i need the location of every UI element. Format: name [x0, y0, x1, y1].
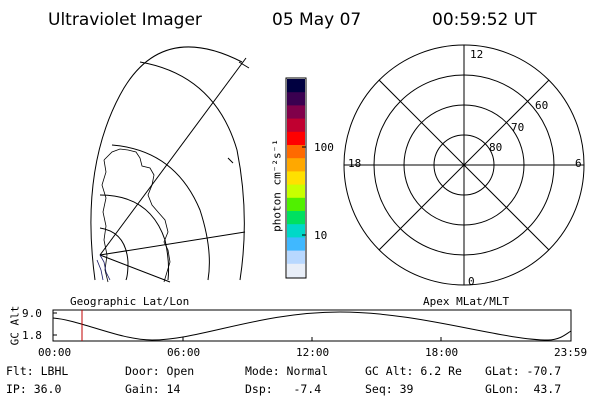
mode-value: Mode: Normal — [245, 364, 329, 378]
colorbar-band — [287, 158, 305, 172]
altitude-plot-frame — [52, 309, 572, 342]
dsp-value: Dsp: -7.4 — [245, 382, 322, 396]
ip-value: IP: 36.0 — [6, 382, 62, 396]
gc-alt-value: GC Alt: 6.2 Re — [365, 364, 462, 378]
colorbar-band — [287, 171, 305, 186]
geographic-label: Geographic Lat/Lon — [70, 295, 190, 308]
time-label: 00:59:52 UT — [432, 10, 537, 30]
polar-dial — [343, 44, 585, 286]
glat-value: GLat: -70.7 — [485, 364, 562, 378]
mlt-label-18: 18 — [348, 157, 362, 170]
colorbar-band — [287, 79, 305, 93]
colorbar-unit-label: photon cm⁻²s⁻¹ — [270, 139, 284, 232]
geographic-projection — [90, 46, 250, 283]
glon-value: GLon: 43.7 — [485, 382, 562, 396]
colorbar-tick-label-10: 10 — [314, 229, 328, 242]
meridian-tick — [227, 61, 250, 164]
colorbar-band — [287, 105, 305, 120]
colorbar-band — [287, 145, 305, 159]
meridian-3 — [99, 254, 171, 283]
altitude-xtick-label-1800: 18:00 — [425, 346, 459, 359]
lat-label-60: 60 — [535, 99, 549, 112]
mlt-label-12: 12 — [470, 48, 484, 61]
altitude-xtick-label-0000: 00:00 — [38, 346, 72, 359]
lat-circle-4 — [99, 194, 170, 281]
colorbar-band — [287, 197, 305, 212]
colorbar-band — [287, 184, 305, 199]
coastline-antarctica — [101, 148, 171, 283]
apex-label: Apex MLat/MLT — [423, 295, 510, 308]
gain-value: Gain: 14 — [125, 382, 181, 396]
colorbar-band — [287, 224, 305, 238]
meridian-1 — [99, 57, 247, 256]
meridian-2 — [99, 231, 246, 256]
filter-value: Flt: LBHL — [6, 364, 69, 378]
lat-circle-3 — [111, 144, 210, 281]
polar-meridian-diag-2 — [378, 79, 550, 251]
colorbar-bands — [287, 79, 305, 278]
colorbar-band — [287, 250, 305, 265]
altitude-ylabel: GC Alt — [8, 305, 22, 346]
coastline-detail — [96, 254, 111, 281]
colorbar-band — [287, 131, 305, 146]
altitude-curve — [52, 311, 572, 341]
instrument-title: Ultraviolet Imager — [48, 10, 202, 30]
altitude-ytick-label-1.8: 1.8 — [22, 329, 42, 342]
colorbar-band — [287, 211, 305, 225]
mlt-label-0: 0 — [468, 275, 475, 288]
colorbar-tick-label-100: 100 — [314, 141, 334, 154]
altitude-xtick-label-0600: 06:00 — [167, 346, 201, 359]
door-value: Door: Open — [125, 364, 195, 378]
lat-label-80: 80 — [489, 141, 503, 154]
altitude-plot — [52, 309, 572, 342]
mlt-label-6: 6 — [575, 157, 582, 170]
lat-circle-outer — [90, 46, 243, 281]
seq-value: Seq: 39 — [365, 382, 414, 396]
colorbar-band — [287, 263, 305, 278]
colorbar-band — [287, 237, 305, 252]
lat-circle-5 — [99, 227, 129, 281]
lat-label-70: 70 — [511, 121, 525, 134]
altitude-xtick-label-2359: 23:59 — [554, 346, 588, 359]
colorbar-band — [287, 118, 305, 133]
date-label: 05 May 07 — [272, 10, 362, 30]
altitude-ytick-label-9: 9.0 — [22, 307, 42, 320]
altitude-xtick-label-1200: 12:00 — [296, 346, 330, 359]
lat-circle-2 — [139, 61, 245, 281]
colorbar-band — [287, 92, 305, 106]
colorbar — [285, 77, 307, 279]
